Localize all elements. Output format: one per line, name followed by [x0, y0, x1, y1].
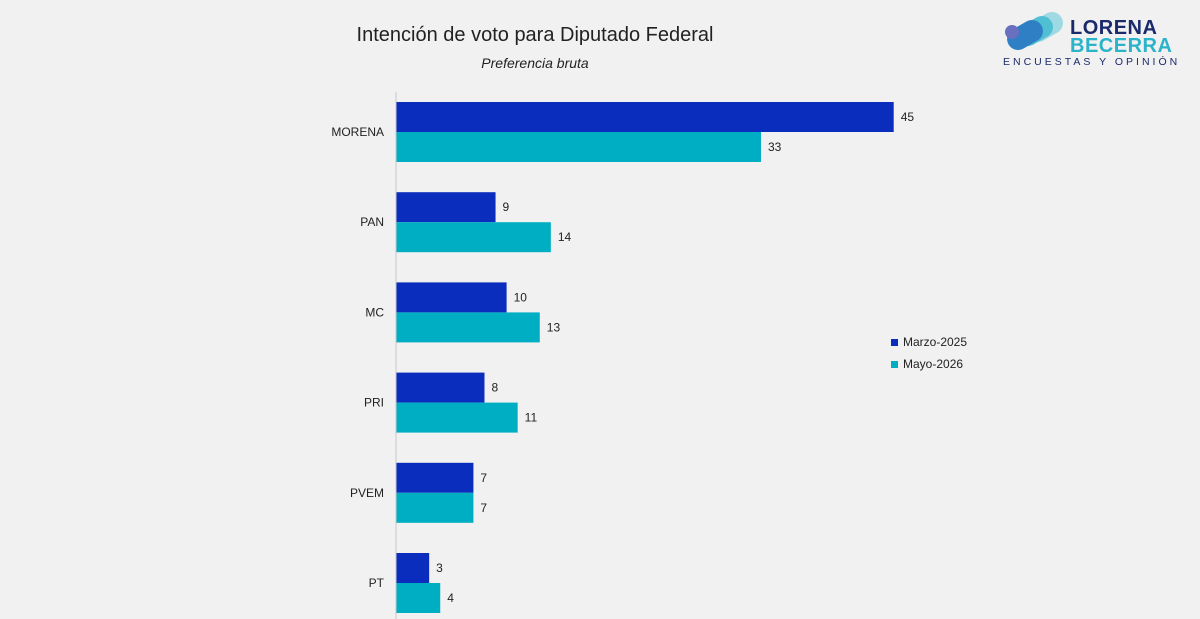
bar-morena-series-2 [396, 132, 761, 162]
data-label-mc-series-2: 13 [547, 320, 561, 334]
category-label-pt: PT [369, 576, 385, 590]
chart-title: Intención de voto para Diputado Federal [356, 24, 714, 46]
legend: Marzo-2025 Mayo-2026 [891, 331, 967, 375]
logo-text-line1: LORENA [1070, 17, 1158, 39]
category-label-pri: PRI [364, 396, 384, 410]
category-label-mc: MC [365, 305, 384, 319]
legend-item-series-1: Marzo-2025 [891, 331, 967, 353]
bar-mc-series-2 [396, 312, 540, 343]
data-label-morena-series-2: 33 [768, 140, 782, 154]
bar-pri-series-2 [396, 402, 518, 433]
bar-pvem-series-1 [396, 462, 474, 493]
category-label-pan: PAN [360, 215, 384, 229]
data-label-pri-series-2: 11 [525, 411, 538, 425]
data-label-pt-series-2: 4 [447, 591, 454, 605]
bar-pan-series-2 [396, 222, 551, 253]
logo-mark-icon [1005, 12, 1063, 50]
bar-pan-series-1 [396, 192, 496, 223]
value-labels: 45 33 9 14 10 13 8 11 7 7 3 4 [436, 110, 914, 605]
bar-pt-series-1 [396, 553, 430, 583]
bar-pvem-series-2 [396, 492, 474, 523]
data-label-pvem-series-1: 7 [480, 471, 487, 485]
data-label-mc-series-1: 10 [514, 290, 528, 304]
chart-subtitle: Preferencia bruta [481, 55, 589, 71]
legend-swatch-series-1 [891, 338, 898, 346]
bar-morena-series-1 [396, 102, 894, 132]
legend-swatch-series-2 [891, 360, 898, 368]
legend-label-series-2: Mayo-2026 [903, 357, 964, 371]
data-label-pan-series-2: 14 [558, 230, 572, 244]
logo-text-line2: BECERRA [1070, 35, 1173, 57]
bar-pri-series-1 [396, 372, 485, 403]
data-label-pri-series-1: 8 [491, 381, 498, 395]
category-labels: MORENA PAN MC PRI PVEM PT [331, 125, 384, 590]
data-label-pvem-series-2: 7 [480, 501, 487, 515]
data-label-morena-series-1: 45 [901, 110, 915, 124]
category-label-morena: MORENA [331, 125, 384, 139]
brand-logo: LORENA BECERRA ENCUESTAS Y OPINIÓN [1000, 12, 1180, 72]
bar-mc-series-1 [396, 282, 507, 313]
legend-item-series-2: Mayo-2026 [891, 353, 967, 375]
bar-groups [396, 102, 894, 613]
bar-pt-series-2 [396, 583, 441, 613]
data-label-pt-series-1: 3 [436, 561, 443, 575]
legend-label-series-1: Marzo-2025 [903, 335, 968, 349]
data-label-pan-series-1: 9 [503, 200, 510, 214]
logo-tagline: ENCUESTAS Y OPINIÓN [1003, 56, 1181, 68]
category-label-pvem: PVEM [350, 486, 384, 500]
